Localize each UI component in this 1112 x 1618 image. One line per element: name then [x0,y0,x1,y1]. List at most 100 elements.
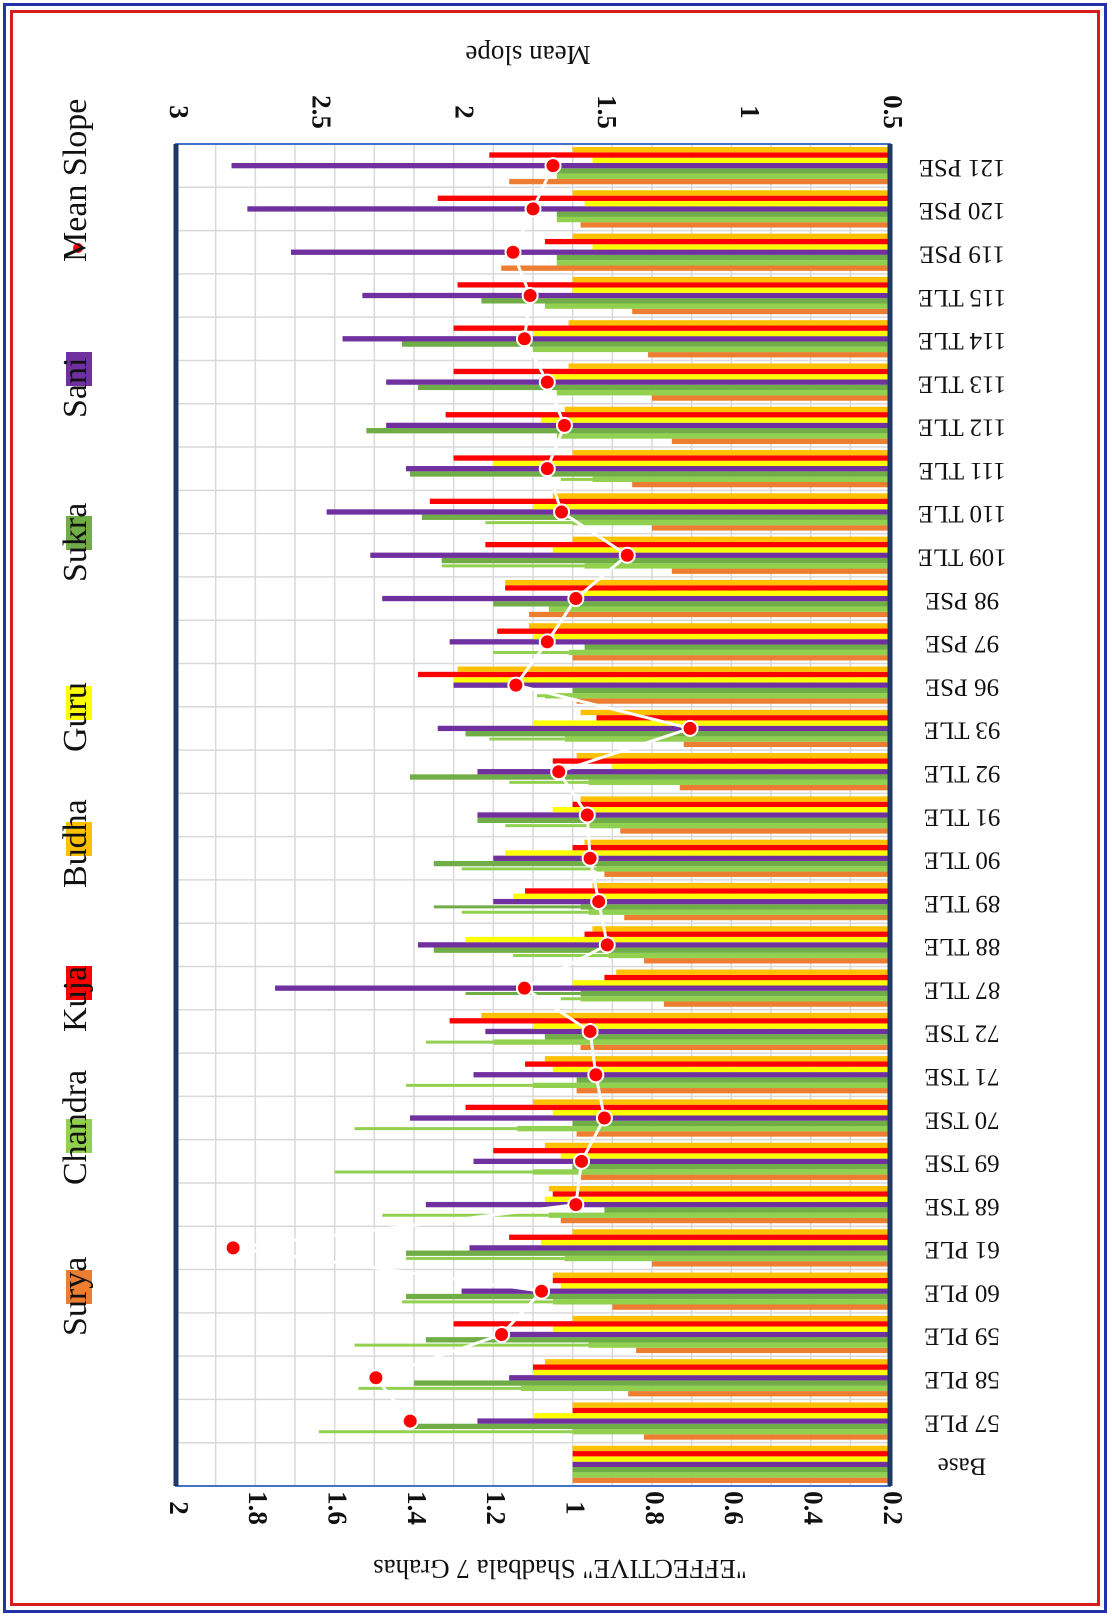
category-label: 91 TLE [924,803,1001,830]
bar-kuja [544,238,890,245]
bar-budha [481,1012,890,1019]
bar-sani [473,1072,890,1078]
legend-swatch-sukra [66,516,92,550]
mean-slope-point [538,373,556,391]
category-label: 114 TLE [918,327,1006,354]
bar-guru [560,1153,890,1159]
mean-slope-point [533,1282,551,1300]
category-label: 59 PLE [924,1323,1000,1350]
bar-kuja [525,888,890,894]
secondary-tick-label: 1 [735,105,765,119]
bar-guru [465,936,890,943]
bar-surya [632,481,890,488]
bar-surya [632,308,890,315]
legend-label: Chandra [57,1070,94,1185]
bar-sukra [493,601,890,607]
bar-surya [652,525,890,531]
bar-sani [493,898,890,905]
bar-budha [616,969,890,975]
bar-chandra [572,1429,890,1435]
bar-budha [572,147,890,153]
bar-sukra [544,1034,890,1040]
mean-slope-point [587,1066,605,1084]
bar-kuja [465,1104,890,1111]
mean-slope-point [504,243,522,261]
bar-kuja [449,1018,890,1024]
mean-slope-point [578,806,596,824]
category-label: 61 PLE [924,1236,1000,1263]
bar-guru [572,980,890,986]
bar-chandra [521,1385,890,1392]
category-label: 96 PSE [925,673,999,700]
inner-border [10,10,1100,1606]
category-label: 115 TLE [918,284,1006,311]
bar-kuja [445,412,890,418]
bar-surya [644,958,890,964]
category-label: 58 PLE [924,1366,1000,1393]
legend-swatch-surya [66,1270,92,1304]
bar-sani [493,855,890,861]
bar-sani [572,1461,890,1468]
bar-chandra [556,260,890,266]
legend-label: Guru [57,682,94,752]
bar-sani [425,1201,890,1208]
bar-guru [572,287,890,293]
bar-sani [275,985,891,991]
category-label: 57 PLE [924,1409,1000,1436]
bar-guru [584,200,890,207]
bar-budha [544,1142,890,1149]
bar-guru [592,244,890,250]
bar-budha [529,623,890,629]
bar-chandra [588,1342,890,1348]
bar-chandra [584,563,890,569]
bar-budha [572,233,890,239]
bar-guru [533,1413,890,1419]
bar-sukra [410,471,890,477]
bar-budha [576,753,890,759]
mean-slope-point [367,1369,385,1387]
bar-budha [564,406,890,413]
bar-sani [437,725,890,732]
bar-budha [568,363,890,369]
bar-sani [362,292,890,299]
bar-guru [533,1369,890,1376]
bar-sukra [556,254,890,261]
bar-kuja [429,498,890,504]
bar-sukra [584,644,890,650]
bar-chandra [588,909,890,915]
mean-slope-point [521,287,539,305]
bar-surya [652,1261,890,1267]
bar-kuja [437,195,890,201]
mean-slope-point [507,676,525,694]
category-label: 88 TLE [924,933,1001,960]
category-label: 119 PSE [919,240,1005,267]
primary-tick-label: 1.4 [402,1491,432,1525]
bar-surya [572,655,890,661]
secondary-tick-label: 2 [449,105,479,119]
legend-marker-mean-slope [73,243,83,253]
legend-swatch-budha [66,822,92,856]
bar-budha [544,1359,890,1365]
bar-guru [552,1066,890,1073]
legend-label: Sani [57,358,94,418]
bar-guru [533,720,890,726]
bar-kuja [505,585,890,591]
bar-kuja [453,325,890,331]
bar-sani [326,509,890,515]
bar-guru [505,850,890,856]
bar-budha [572,1229,890,1235]
bar-chandra [556,173,890,179]
legend-swatch-sani [66,352,92,386]
bar-chandra [596,866,890,872]
bar-sani [461,1288,890,1294]
bar-surya [501,265,890,271]
bar-chandra [533,346,890,353]
bar-sani [386,379,890,385]
bar-sani [342,336,891,342]
bar-budha [580,796,890,802]
mean-slope-point [590,893,608,911]
category-label: 90 TLE [924,847,1001,874]
bar-surya [683,741,890,748]
category-label: 60 PLE [924,1279,1000,1306]
bar-surya [671,568,890,574]
